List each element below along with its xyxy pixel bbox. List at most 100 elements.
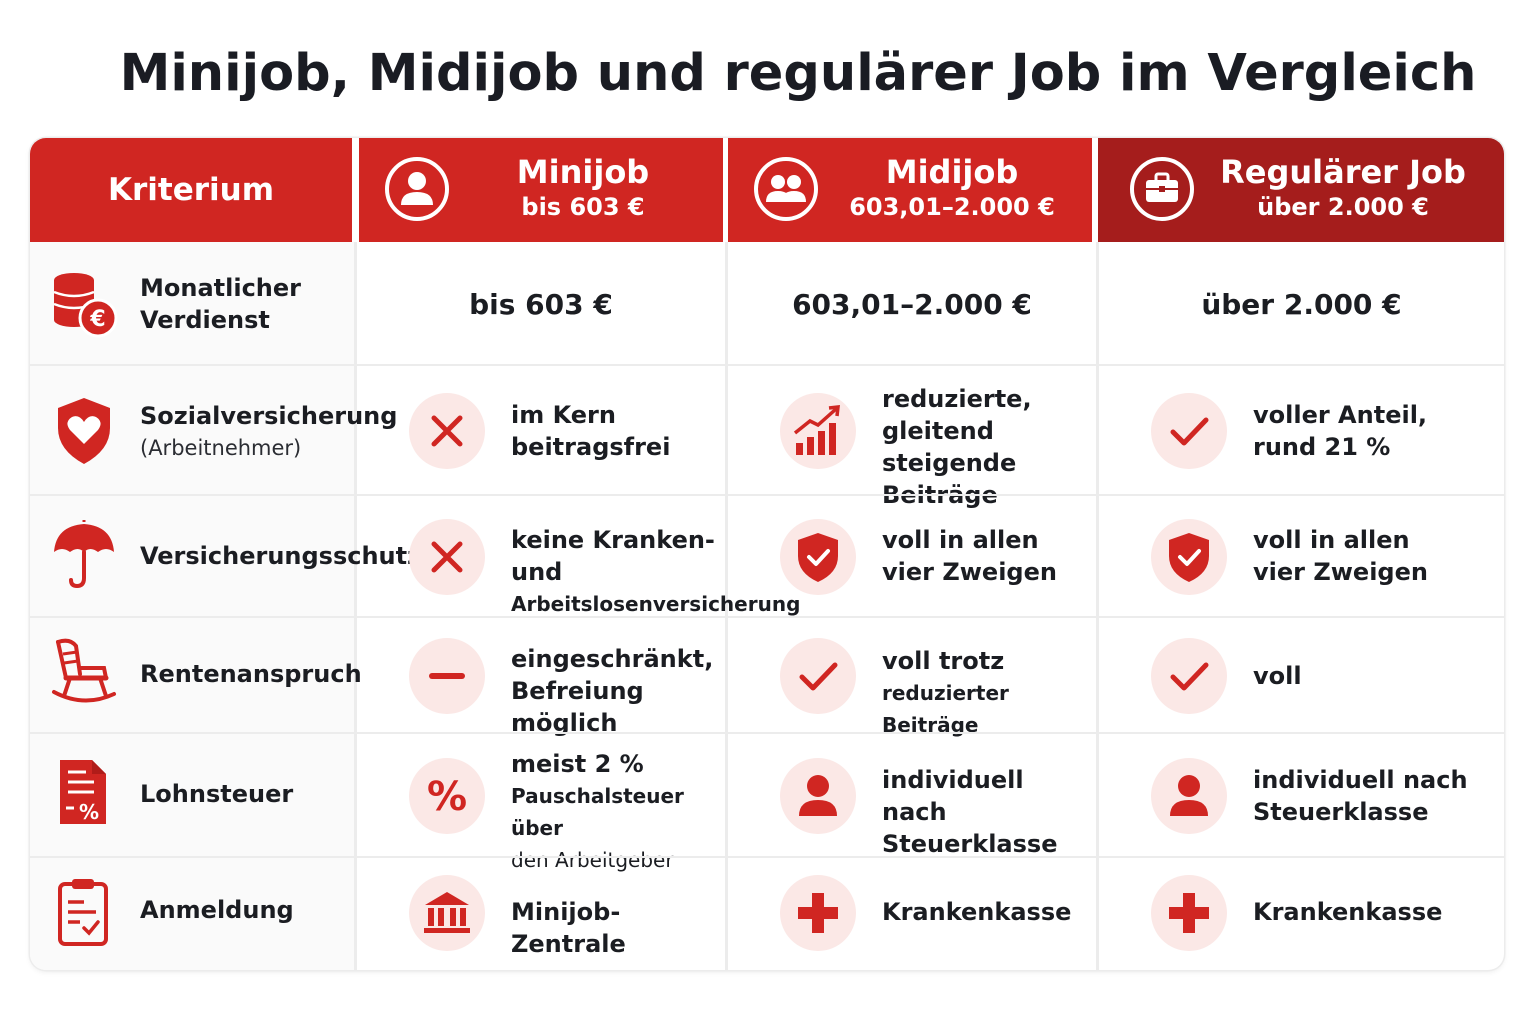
header-criterion-label: Kriterium <box>107 172 275 208</box>
svg-text:%: % <box>79 800 99 824</box>
bank-icon <box>409 875 485 951</box>
value-text: voller Anteil, <box>1253 401 1428 429</box>
header-regular-job: Regulärer Job über 2.000 € <box>1098 138 1504 242</box>
person-icon <box>1151 758 1227 834</box>
value-text: voll trotz <box>882 647 1005 675</box>
criterion-cell: Sozialversicherung (Arbeitnehmer) <box>30 366 398 496</box>
value-text: Steuerklasse <box>1253 798 1429 826</box>
criterion-label: Verdienst <box>140 306 270 334</box>
percent-icon: % <box>409 758 485 834</box>
value-cell: im Kern beitragsfrei <box>357 366 725 496</box>
comparison-table: Kriterium Minijob bis 603 € Midij <box>30 138 1504 970</box>
value-cell: reduzierte, gleitend steigende Beiträge <box>728 366 1096 509</box>
value-text: voll in allen <box>1253 526 1410 554</box>
value-cell: voll trotz reduzierter Beiträge <box>728 618 1096 737</box>
check-icon <box>1151 638 1227 714</box>
value-text: Pauschalsteuer über <box>511 784 684 840</box>
value-text: über 2.000 € <box>1201 287 1402 321</box>
cross-icon <box>409 519 485 595</box>
rocking-chair-icon <box>52 638 116 703</box>
header-regular-range: über 2.000 € <box>1257 193 1429 221</box>
value-text: den Arbeitgeber <box>511 848 674 872</box>
value-text: Befreiung möglich <box>511 677 644 737</box>
header-minijob: Minijob bis 603 € <box>359 138 723 242</box>
table-row: Anmeldung Minijob-Zentrale <box>30 858 1504 970</box>
criterion-label: Sozialversicherung <box>140 402 398 430</box>
value-text: Minijob-Zentrale <box>511 898 626 958</box>
svg-text:€: € <box>89 307 105 332</box>
value-cell: % meist 2 % Pauschalsteuer über den Arbe… <box>357 734 725 872</box>
umbrella-icon <box>54 520 114 589</box>
value-cell: über 2.000 € <box>1099 242 1504 366</box>
header-minijob-range: bis 603 € <box>521 193 645 221</box>
criterion-cell: % Lohnsteuer <box>30 734 354 858</box>
tax-document-icon: % <box>60 760 106 824</box>
page-title: Minijob, Midijob und regulärer Job im Ve… <box>119 44 1477 103</box>
criterion-cell: Anmeldung <box>30 858 354 970</box>
value-text: eingeschränkt, <box>511 645 714 673</box>
svg-text:%: % <box>427 774 467 820</box>
value-text: voll in allen <box>882 526 1039 554</box>
value-text: keine Kranken- und <box>511 526 715 586</box>
criterion-label: Anmeldung <box>140 896 294 924</box>
criterion-label: Monatlicher <box>140 274 302 302</box>
criterion-label: Versicherungsschutz <box>140 542 422 570</box>
value-cell: eingeschränkt, Befreiung möglich <box>357 618 725 737</box>
column-divider <box>725 242 728 970</box>
check-icon <box>1151 393 1227 469</box>
value-text: rund 21 % <box>1253 433 1391 461</box>
value-text: beitragsfrei <box>511 433 671 461</box>
column-divider <box>354 242 357 970</box>
criterion-cell: Versicherungsschutz <box>30 496 422 618</box>
header-midijob-range: 603,01–2.000 € <box>849 193 1055 221</box>
coins-euro-icon: € <box>53 273 118 338</box>
rising-chart-icon <box>780 393 856 469</box>
table-row: % Lohnsteuer % meist 2 % Pauschalsteuer … <box>30 734 1504 872</box>
table-row: Rentenanspruch eingeschränkt, Befreiung … <box>30 618 1504 737</box>
value-text: Steuerklasse <box>882 830 1058 858</box>
header-minijob-name: Minijob <box>516 153 650 191</box>
value-text: individuell nach <box>882 766 1024 826</box>
value-cell: voll <box>1099 618 1504 734</box>
people-icon <box>754 157 818 221</box>
value-text: im Kern <box>511 401 616 429</box>
table-row: Sozialversicherung (Arbeitnehmer) im Ker… <box>30 366 1504 509</box>
value-text: bis 603 € <box>469 287 613 321</box>
value-text: 603,01–2.000 € <box>792 287 1032 321</box>
header-midijob: Midijob 603,01–2.000 € <box>728 138 1092 242</box>
value-text: meist 2 % <box>511 750 644 778</box>
value-text: Krankenkasse <box>882 898 1072 926</box>
value-cell: individuell nach Steuerklasse <box>728 734 1096 858</box>
minus-icon <box>409 638 485 714</box>
value-text: reduzierte, <box>882 385 1032 413</box>
medical-cross-icon <box>780 875 856 951</box>
briefcase-icon <box>1130 157 1194 221</box>
shield-check-icon <box>780 519 856 595</box>
header-regular-name: Regulärer Job <box>1220 153 1466 191</box>
person-icon <box>780 758 856 834</box>
table-row: € Monatlicher Verdienst bis 603 € 603,01… <box>30 242 1504 366</box>
cross-icon <box>409 393 485 469</box>
criterion-label: Rentenanspruch <box>140 660 362 688</box>
value-cell: Krankenkasse <box>1099 858 1504 970</box>
criterion-cell: Rentenanspruch <box>30 618 362 734</box>
column-divider <box>1096 242 1099 970</box>
table-row: Versicherungsschutz keine Kranken- und A… <box>30 496 1504 618</box>
criterion-cell: € Monatlicher Verdienst <box>30 242 354 366</box>
value-cell: 603,01–2.000 € <box>728 242 1096 366</box>
value-text: individuell nach <box>1253 766 1468 794</box>
value-cell: individuell nach Steuerklasse <box>1099 734 1504 858</box>
value-text: voll <box>1253 662 1302 690</box>
medical-cross-icon <box>1151 875 1227 951</box>
criterion-sublabel: (Arbeitnehmer) <box>140 436 302 460</box>
value-cell: Krankenkasse <box>728 858 1096 970</box>
shield-check-icon <box>1151 519 1227 595</box>
value-cell: voll in allen vier Zweigen <box>1099 496 1504 618</box>
value-cell: voller Anteil, rund 21 % <box>1099 366 1504 496</box>
value-cell: bis 603 € <box>357 242 725 366</box>
shield-heart-icon <box>58 398 110 464</box>
value-cell: Minijob-Zentrale <box>357 858 725 970</box>
value-cell: voll in allen vier Zweigen <box>728 496 1096 618</box>
criterion-label: Lohnsteuer <box>140 780 294 808</box>
header-midijob-name: Midijob <box>885 153 1019 191</box>
